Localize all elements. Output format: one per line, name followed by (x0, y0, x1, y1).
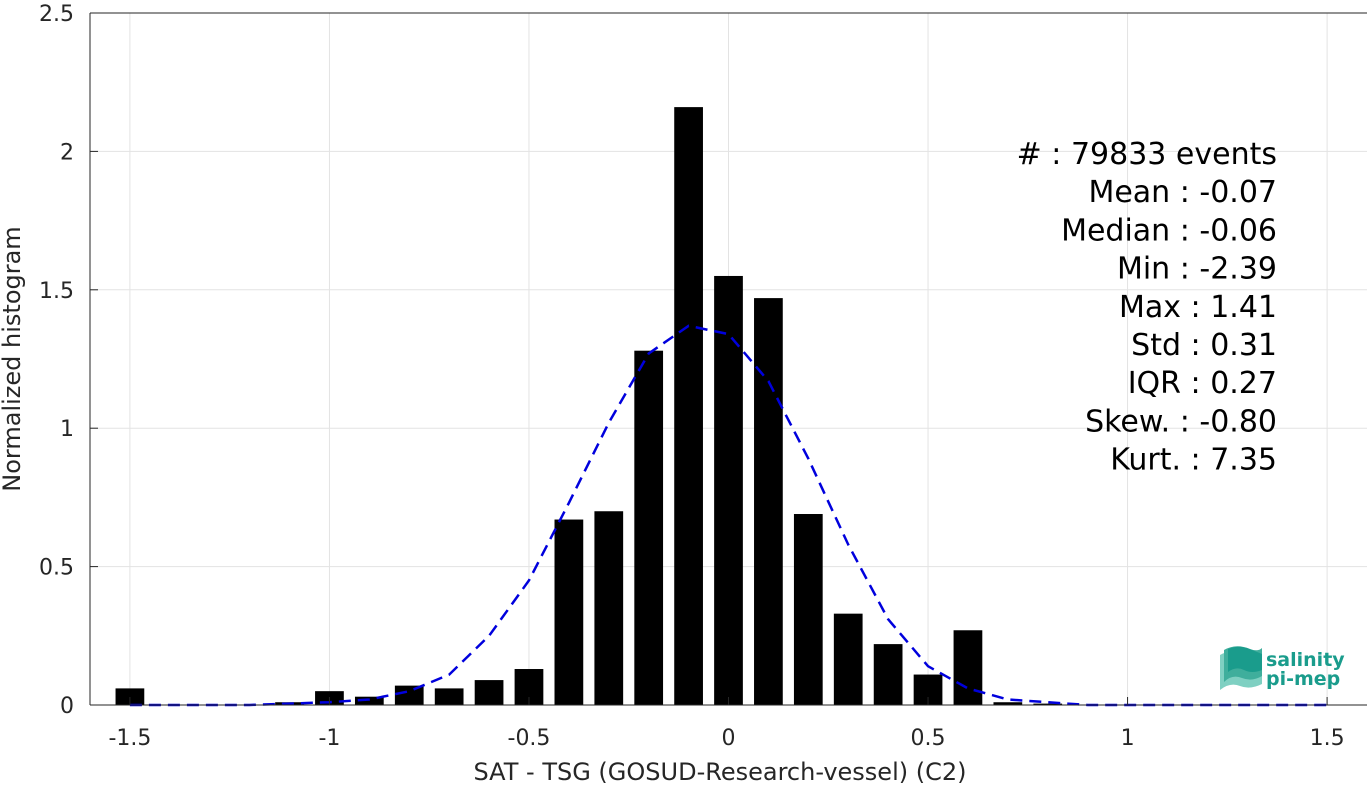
histogram-bar (474, 680, 504, 705)
y-tick-label: 2 (60, 140, 74, 165)
stats-line: # : 79833 events (1017, 137, 1277, 172)
logo-line1: salinity (1266, 649, 1345, 671)
histogram-bar (754, 298, 783, 705)
histogram-bar (793, 514, 823, 705)
histogram-bar (434, 688, 464, 705)
histogram-bar (953, 630, 983, 705)
stats-line: IQR : 0.27 (1128, 366, 1277, 401)
logo-wave-icon (1220, 646, 1262, 690)
stats-line: Min : -2.39 (1117, 252, 1277, 287)
tick-labels: -1.5 -1 -0.5 0 0.5 1 1.5 0 0.5 1 1.5 2 2.5 (39, 2, 1345, 751)
stats-line: Skew. : -0.80 (1085, 404, 1277, 439)
histogram-bar (993, 702, 1023, 705)
x-tick-label: -0.5 (508, 726, 551, 751)
histogram-bar (674, 107, 703, 705)
histogram-bar (554, 519, 584, 705)
stats-line: Max : 1.41 (1119, 290, 1277, 325)
histogram-bar (634, 350, 664, 705)
y-axis-title: Normalized histogram (0, 226, 26, 491)
histogram-bar (873, 644, 903, 705)
histogram-bar (714, 275, 743, 705)
y-tick-label: 1 (60, 417, 74, 442)
axes (89, 12, 1367, 706)
histogram-bar (354, 696, 384, 705)
x-tick-label: 0 (722, 726, 736, 751)
x-tick-label: -1.5 (108, 726, 151, 751)
salinity-pi-mep-logo: salinity pi-mep (1220, 646, 1345, 690)
x-tick-label: -1 (318, 726, 340, 751)
x-axis-title: SAT - TSG (GOSUD-Research-vessel) (C2) (474, 758, 967, 785)
y-tick-label: 0.5 (39, 556, 74, 581)
y-tick-label: 0 (60, 694, 74, 719)
stats-line: Std : 0.31 (1131, 328, 1277, 363)
histogram-bar (833, 613, 863, 705)
x-tick-label: 1.5 (1310, 726, 1345, 751)
logo-line2: pi-mep (1266, 668, 1340, 690)
stats-line: Mean : -0.07 (1088, 175, 1277, 210)
histogram-bar (394, 685, 424, 705)
x-tick-label: 0.5 (911, 726, 946, 751)
histogram-bar (1033, 703, 1063, 705)
stats-line: Kurt. : 7.35 (1110, 443, 1277, 478)
y-tick-label: 1.5 (39, 279, 74, 304)
y-tick-label: 2.5 (39, 2, 74, 27)
histogram-bar (115, 688, 145, 705)
stats-line: Median : -0.06 (1061, 213, 1277, 248)
bars (115, 107, 1063, 705)
x-tick-label: 1 (1121, 726, 1135, 751)
histogram-bar (594, 511, 624, 705)
